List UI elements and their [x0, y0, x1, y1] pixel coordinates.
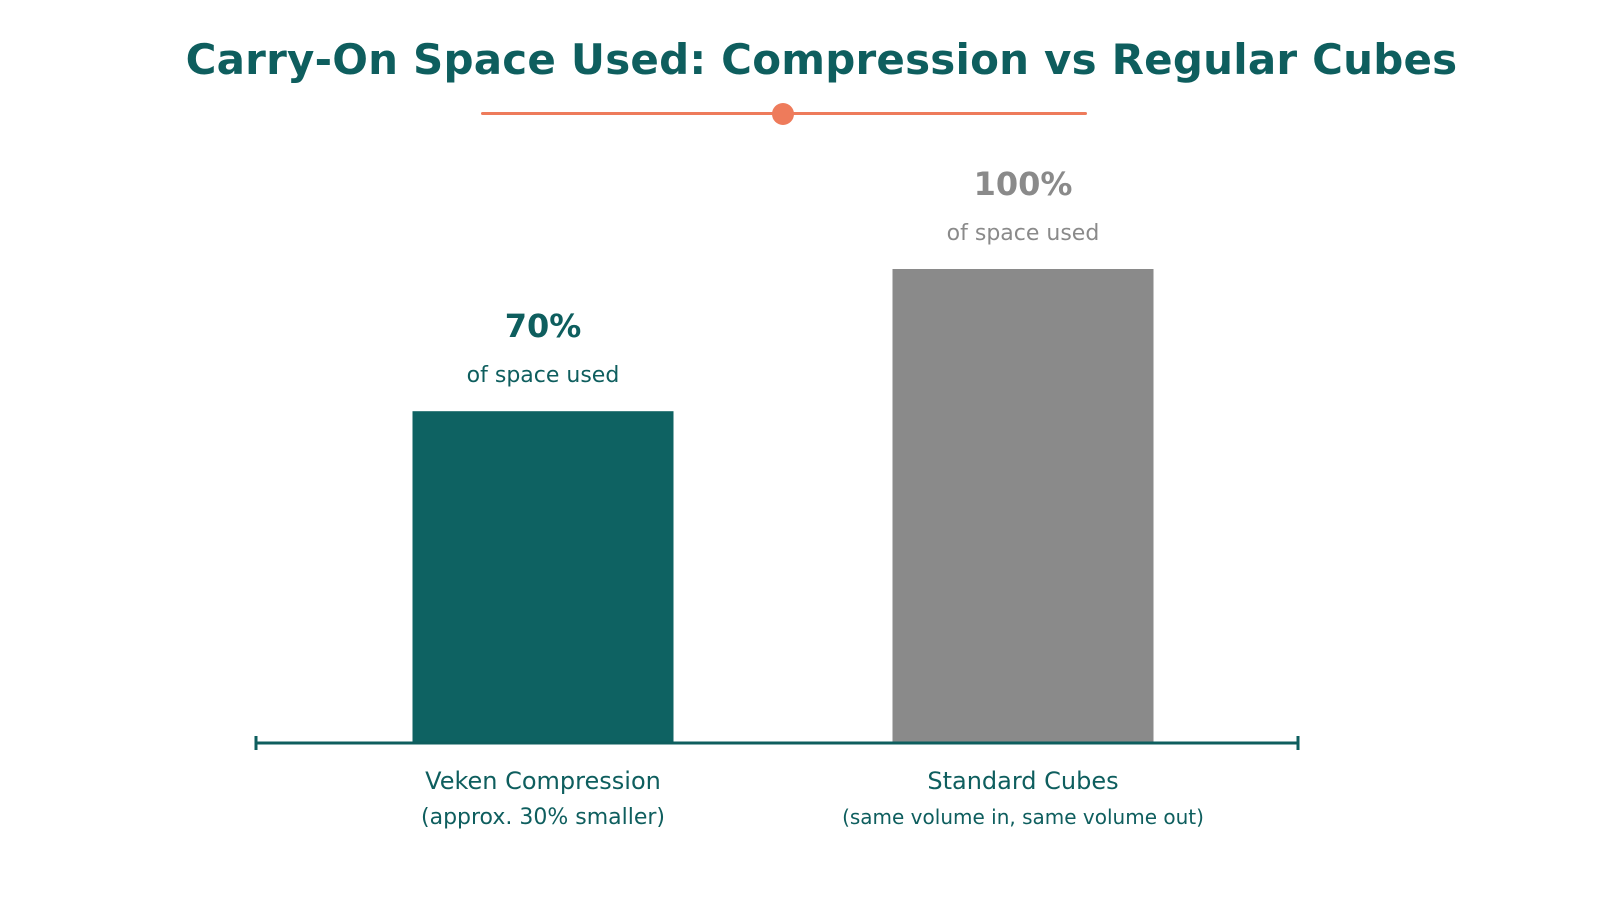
bar-value-sublabel-1: of space used: [947, 221, 1100, 246]
category-sublabel-1: (same volume in, same volume out): [842, 805, 1204, 829]
title-accent-dot: [772, 103, 794, 125]
bar-value-label-1: 100%: [974, 165, 1073, 203]
bar-value-label-0: 70%: [505, 307, 582, 345]
category-label-1: Standard Cubes: [927, 767, 1118, 795]
bar-value-sublabel-0: of space used: [467, 363, 620, 388]
bar-1: [892, 269, 1154, 743]
category-sublabel-0: (approx. 30% smaller): [421, 805, 665, 830]
chart-title: Carry-On Space Used: Compression vs Regu…: [185, 35, 1458, 84]
category-label-0: Veken Compression: [425, 767, 661, 795]
bar-0: [412, 411, 674, 743]
